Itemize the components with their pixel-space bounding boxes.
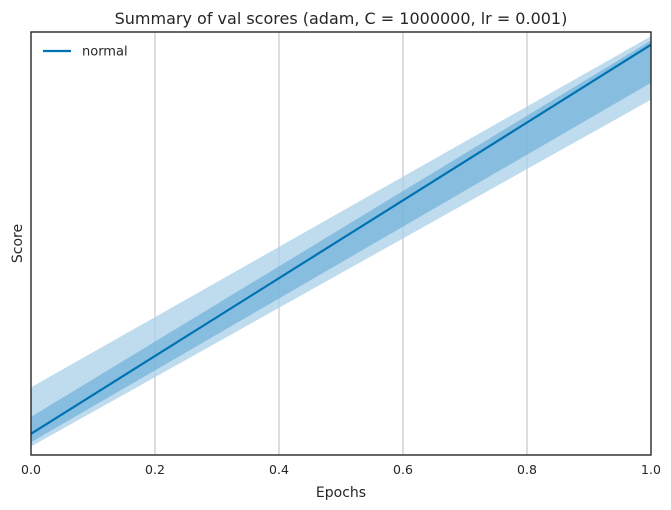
- series-group: [31, 36, 651, 447]
- chart-title: Summary of val scores (adam, C = 1000000…: [115, 9, 568, 28]
- plot-area: 0.0 0.2 0.4 0.6 0.8 1.0 normal: [21, 31, 661, 477]
- series-0-line: [31, 43, 651, 435]
- x-tick-label: 0.8: [517, 462, 537, 477]
- x-axis-label: Epochs: [316, 485, 366, 501]
- legend-label: normal: [82, 45, 128, 60]
- x-tick-label: 0.6: [393, 462, 413, 477]
- plot-frame: [30, 31, 652, 456]
- x-tick-label: 0.2: [145, 462, 165, 477]
- x-tick-label: 0.0: [21, 462, 41, 477]
- x-tick-label: 1.0: [641, 462, 661, 477]
- series-0-inner-band: [31, 40, 651, 443]
- x-tick-label: 0.4: [269, 462, 289, 477]
- y-axis-label: Score: [10, 224, 26, 263]
